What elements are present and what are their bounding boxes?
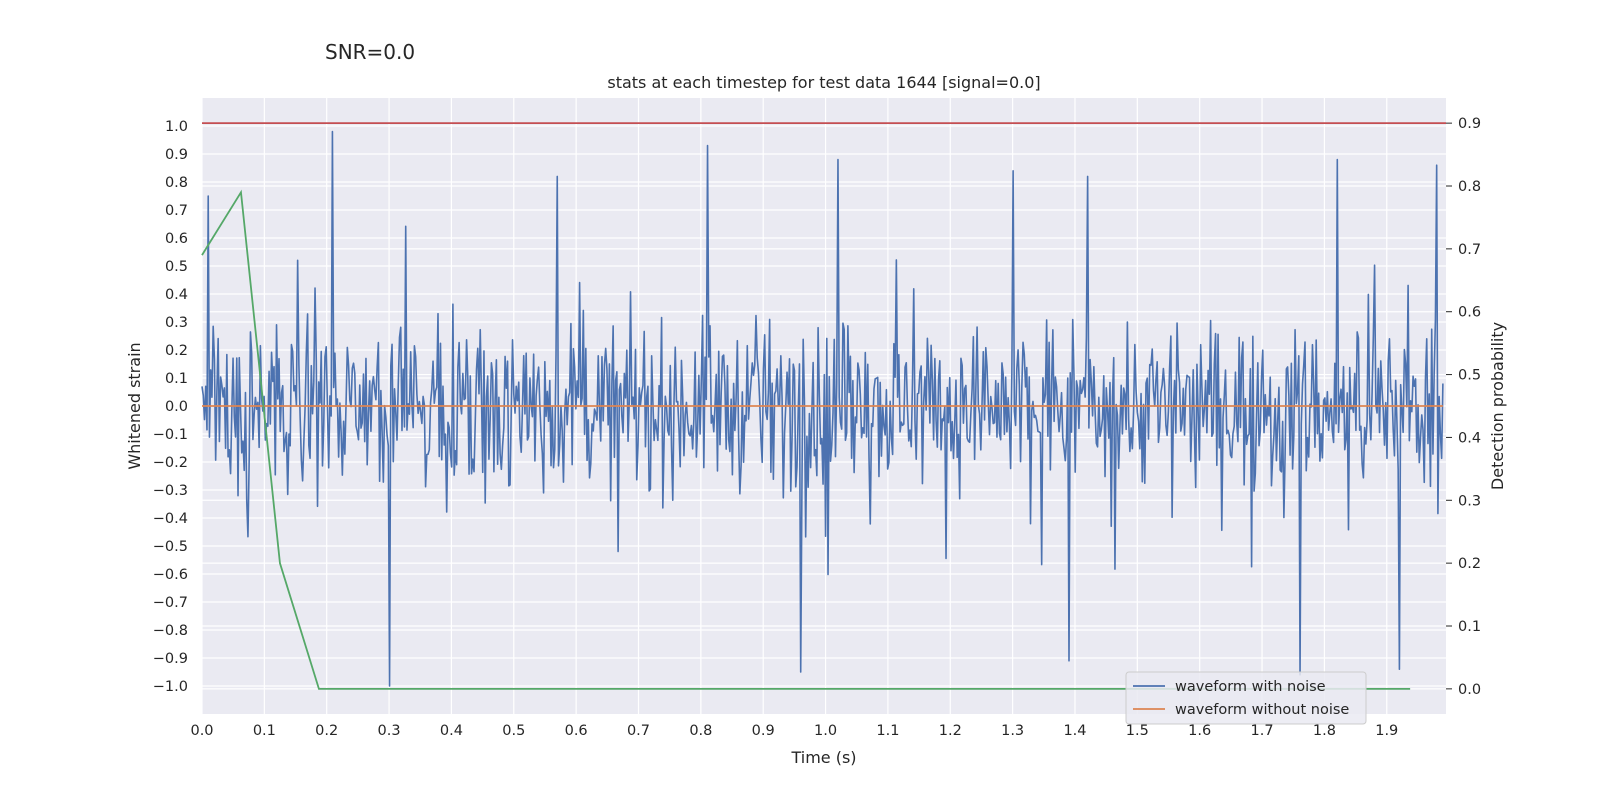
x-tick-labels: 0.0 0.1 0.2 0.3 0.4 0.5 0.6 0.7 0.8 0.9 1.0 1.1 1.2 1… (190, 723, 1398, 739)
y-tick-label: −0.1 (153, 427, 188, 443)
y-tick-label: 0.5 (165, 259, 188, 275)
legend-label-with-noise: waveform with noise (1175, 679, 1326, 695)
y-tick-labels: 1.0 0.9 0.8 0.7 0.6 0.5 0.4 0.3 0.2 0.1 0.0 −0.1 −0.… (153, 119, 188, 695)
x-tick-label: 0.3 (378, 723, 401, 739)
y-tick-label: 0.3 (165, 315, 188, 331)
y-tick-label: 0.4 (165, 287, 188, 303)
right-axis-label: Detection probability (1488, 322, 1507, 490)
x-tick-label: 1.0 (814, 723, 837, 739)
x-tick-label: 1.2 (939, 723, 962, 739)
y-tick-label: 1.0 (165, 119, 188, 135)
right-tick-label: 0.1 (1458, 619, 1481, 635)
right-tick-label: 0.7 (1458, 242, 1481, 258)
y-tick-label: −0.4 (153, 511, 188, 527)
legend-label-without-noise: waveform without noise (1175, 702, 1349, 718)
x-tick-label: 0.5 (502, 723, 525, 739)
series-waveform-with-noise (201, 130, 1444, 687)
x-tick-label: 0.1 (253, 723, 276, 739)
x-tick-label: 1.5 (1126, 723, 1149, 739)
x-tick-label: 0.9 (752, 723, 775, 739)
right-tick-label: 0.9 (1458, 116, 1481, 132)
y-tick-label: 0.2 (165, 343, 188, 359)
y-axis-label: Whitened strain (125, 342, 144, 469)
y-tick-label: 0.6 (165, 231, 188, 247)
x-tick-label: 1.9 (1375, 723, 1398, 739)
x-tick-label: 0.2 (315, 723, 338, 739)
y-tick-label: −0.6 (153, 567, 188, 583)
y-tick-label: 0.7 (165, 203, 188, 219)
y-tick-label: 0.8 (165, 175, 188, 191)
right-tick-label: 0.3 (1458, 493, 1481, 509)
x-tick-label: 1.3 (1001, 723, 1024, 739)
legend: waveform with noise waveform without noi… (1125, 671, 1367, 725)
y-tick-label: 0.0 (165, 399, 188, 415)
series-group (201, 122, 1446, 690)
x-tick-label: 1.7 (1251, 723, 1274, 739)
x-tick-label: 0.0 (190, 723, 213, 739)
right-tick-label: 0.5 (1458, 368, 1481, 384)
right-tick-labels: 0.9 0.8 0.7 0.6 0.5 0.4 0.3 0.2 0.1 0.0 (1446, 116, 1481, 698)
y-tick-label: −1.0 (153, 679, 188, 695)
x-tick-label: 0.6 (565, 723, 588, 739)
right-tick-label: 0.6 (1458, 305, 1481, 321)
x-axis-label: Time (s) (790, 748, 856, 767)
y-tick-label: −0.8 (153, 623, 188, 639)
x-tick-label: 1.6 (1188, 723, 1211, 739)
y-tick-label: −0.5 (153, 539, 188, 555)
right-tick-label: 0.2 (1458, 556, 1481, 572)
legend-box (1125, 671, 1367, 725)
right-tick-label: 0.8 (1458, 179, 1481, 195)
right-tick-label: 0.0 (1458, 682, 1481, 698)
x-tick-label: 1.1 (876, 723, 899, 739)
x-tick-label: 0.4 (440, 723, 463, 739)
y-tick-label: −0.3 (153, 483, 188, 499)
y-tick-label: −0.9 (153, 651, 188, 667)
x-tick-label: 1.8 (1313, 723, 1336, 739)
x-tick-label: 1.4 (1063, 723, 1086, 739)
y-tick-label: 0.9 (165, 147, 188, 163)
right-tick-label: 0.4 (1458, 430, 1481, 446)
y-tick-label: −0.2 (153, 455, 188, 471)
x-tick-label: 0.7 (627, 723, 650, 739)
series-detection-probability (201, 189, 1411, 690)
y-tick-label: 0.1 (165, 371, 188, 387)
chart-title: stats at each timestep for test data 164… (607, 73, 1040, 92)
x-tick-label: 0.8 (689, 723, 712, 739)
suptitle: SNR=0.0 (325, 40, 416, 64)
y-tick-label: −0.7 (153, 595, 188, 611)
